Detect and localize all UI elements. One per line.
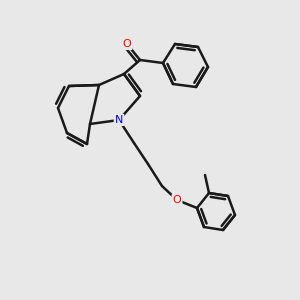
Text: O: O [172,195,182,205]
Text: O: O [123,39,131,49]
Text: N: N [115,115,123,125]
